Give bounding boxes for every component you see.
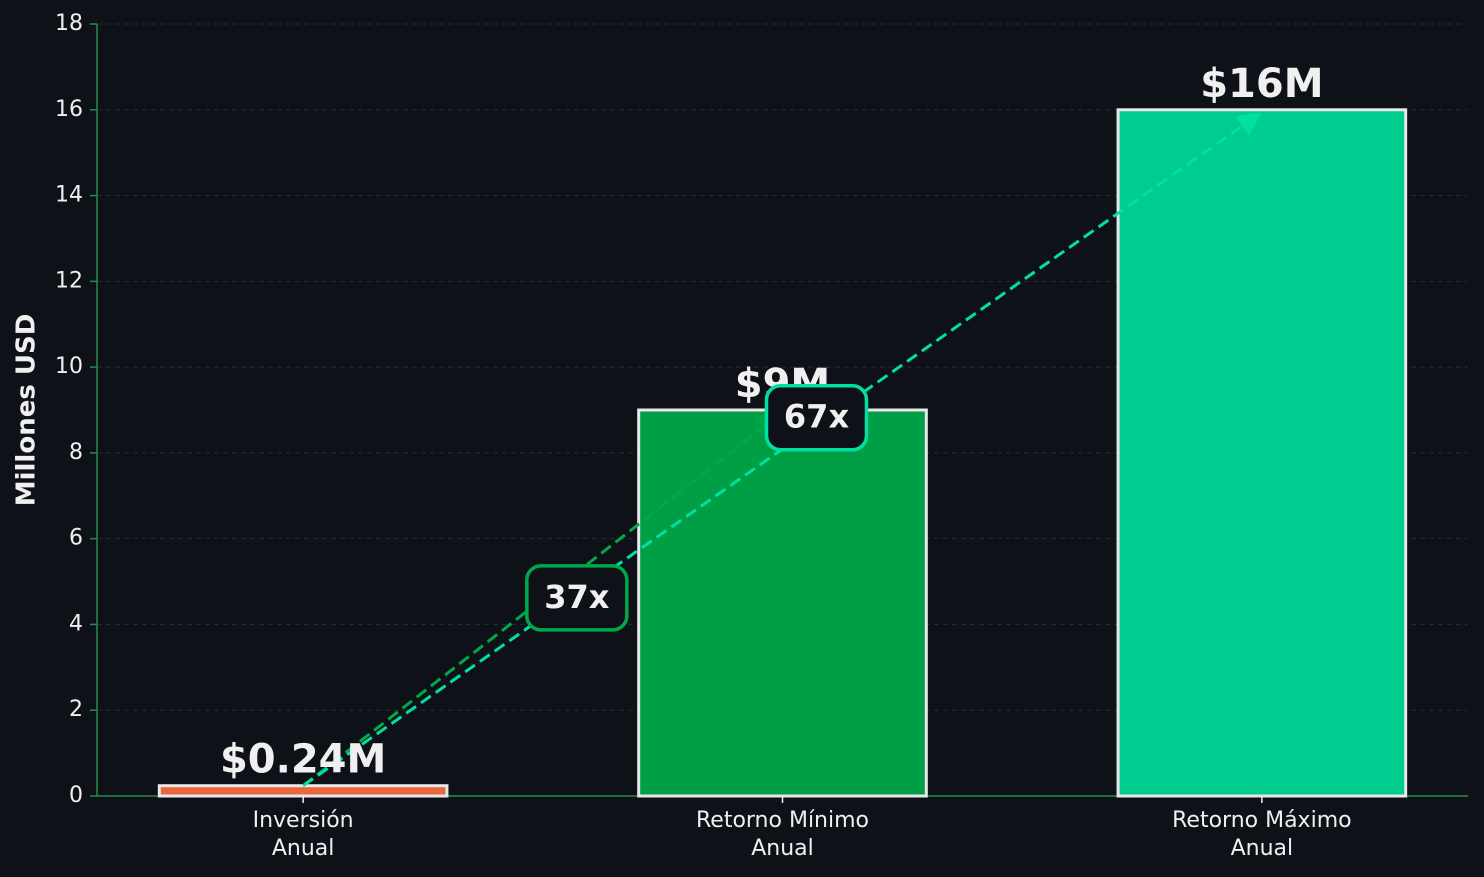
y-tick-label: 18 xyxy=(55,11,83,36)
annotation: 37x xyxy=(544,578,610,616)
y-tick-label: 6 xyxy=(69,526,83,551)
bar xyxy=(157,784,449,798)
y-axis-label: Millones USD xyxy=(12,314,42,507)
x-tick-label: Inversión Anual xyxy=(252,808,354,861)
y-tick-label: 16 xyxy=(55,97,83,122)
y-tick-label: 0 xyxy=(69,783,83,808)
y-tick-label: 14 xyxy=(55,183,83,208)
y-tick-label: 12 xyxy=(55,268,83,293)
y-tick-label: 8 xyxy=(69,440,83,465)
bar xyxy=(637,408,928,798)
y-tick-label: 4 xyxy=(69,611,83,636)
arrow xyxy=(302,412,783,787)
value-label: $16M xyxy=(1200,61,1323,107)
bar xyxy=(1116,108,1408,798)
annotation-box xyxy=(764,383,869,452)
y-tick-label: 10 xyxy=(55,354,83,379)
annotation: 67x xyxy=(784,398,850,436)
y-tick-label: 2 xyxy=(69,697,83,722)
x-tick-label: Retorno Mínimo Anual xyxy=(695,808,869,861)
value-label: $0.24M xyxy=(220,737,386,783)
annotation-box xyxy=(525,564,629,632)
x-tick-label: Retorno Máximo Anual xyxy=(1172,808,1352,861)
